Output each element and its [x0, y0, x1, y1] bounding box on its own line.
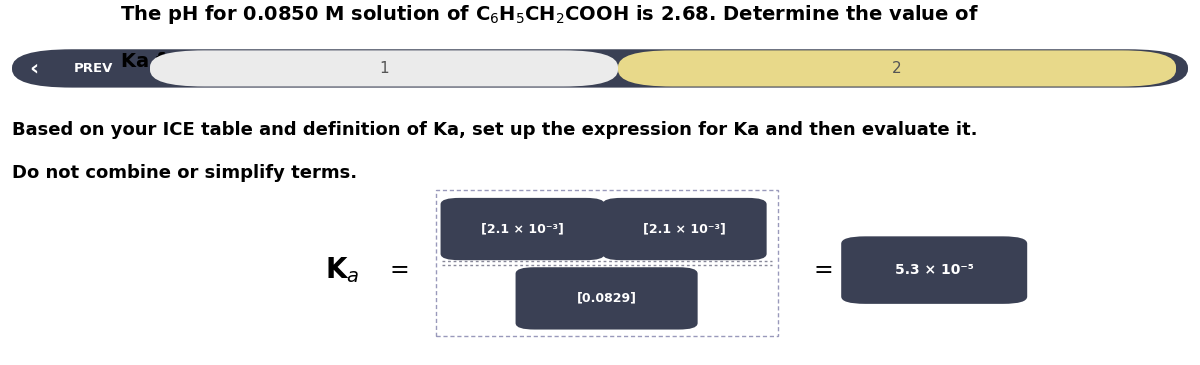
Text: =: = [390, 258, 409, 282]
FancyBboxPatch shape [442, 199, 604, 259]
Text: The pH for 0.0850 M solution of C$_6$H$_5$CH$_2$COOH is 2.68. Determine the valu: The pH for 0.0850 M solution of C$_6$H$_… [120, 3, 979, 26]
Text: ‹: ‹ [29, 58, 38, 78]
Text: Based on your ICE table and definition of Ka, set up the expression for Ka and t: Based on your ICE table and definition o… [12, 121, 978, 139]
Text: 5.3 × 10⁻⁵: 5.3 × 10⁻⁵ [895, 263, 973, 277]
Text: K$_a$: K$_a$ [325, 255, 359, 285]
Text: =: = [814, 258, 833, 282]
Text: [0.0829]: [0.0829] [577, 292, 637, 305]
FancyBboxPatch shape [12, 49, 1188, 88]
FancyBboxPatch shape [517, 268, 696, 328]
Text: Do not combine or simplify terms.: Do not combine or simplify terms. [12, 165, 358, 182]
FancyBboxPatch shape [841, 237, 1027, 304]
Text: 2: 2 [892, 61, 902, 76]
FancyBboxPatch shape [604, 199, 766, 259]
Text: 1: 1 [379, 61, 389, 76]
FancyBboxPatch shape [150, 50, 618, 87]
Text: [2.1 × 10⁻³]: [2.1 × 10⁻³] [481, 223, 564, 235]
Text: PREV: PREV [74, 62, 113, 75]
FancyBboxPatch shape [618, 50, 1176, 87]
Text: Ka for C$_6$H$_5$CH$_2$COOH.: Ka for C$_6$H$_5$CH$_2$COOH. [120, 51, 354, 73]
Text: [2.1 × 10⁻³]: [2.1 × 10⁻³] [643, 223, 726, 235]
